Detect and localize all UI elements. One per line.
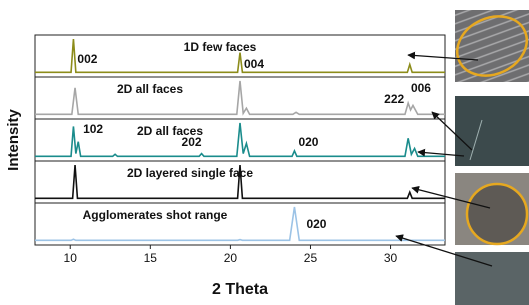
sample-image (455, 252, 529, 305)
figure: 1D few faces0020042D all faces2220062D a… (0, 0, 529, 305)
peak-label: 222 (384, 92, 404, 106)
sample-image (455, 96, 529, 166)
x-axis-label: 2 Theta (212, 281, 268, 298)
x-tick-label: 30 (384, 251, 398, 265)
x-tick-label: 25 (304, 251, 318, 265)
y-axis-label: Intensity (5, 109, 22, 171)
peak-label: 102 (83, 122, 103, 136)
x-tick-label: 10 (64, 251, 78, 265)
series-name: 2D layered single face (127, 166, 253, 180)
peak-label: 004 (244, 57, 264, 71)
peak-label: 002 (77, 52, 97, 66)
x-tick-label: 15 (144, 251, 158, 265)
peak-label: 202 (182, 135, 202, 149)
series-name: Agglomerates shot range (83, 208, 228, 222)
peak-label: 006 (411, 81, 431, 95)
series-name: 2D all faces (117, 82, 183, 96)
x-tick-label: 20 (224, 251, 238, 265)
series-name: 1D few faces (184, 40, 257, 54)
peak-label: 020 (298, 135, 318, 149)
peak-label: 020 (306, 217, 326, 231)
highlight-circle (467, 184, 527, 244)
